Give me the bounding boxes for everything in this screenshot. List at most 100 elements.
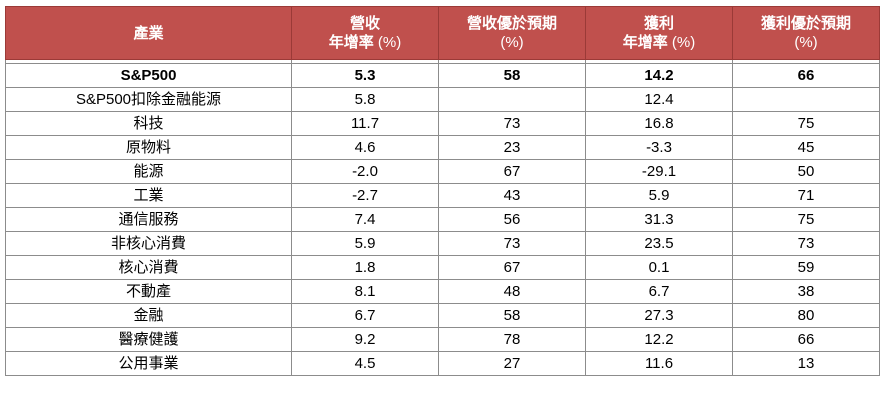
earnings-growth-cell: 11.6 bbox=[585, 351, 733, 376]
revenue-beat-cell: 58 bbox=[438, 303, 586, 328]
revenue-beat-cell: 48 bbox=[438, 279, 586, 304]
earnings-growth-cell: 12.2 bbox=[585, 327, 733, 352]
table-row: S&P500 5.3 58 14.2 66 bbox=[5, 63, 880, 88]
earnings-beat-cell: 66 bbox=[732, 327, 880, 352]
header-revenue-growth-line2: 年增率 (%) bbox=[292, 33, 438, 52]
revenue-growth-cell: 5.8 bbox=[291, 87, 439, 112]
table-row: 醫療健護 9.2 78 12.2 66 bbox=[5, 327, 880, 352]
earnings-growth-cell: 0.1 bbox=[585, 255, 733, 280]
sector-cell: 原物料 bbox=[5, 135, 292, 160]
sector-cell: S&P500扣除金融能源 bbox=[5, 87, 292, 112]
header-earnings-growth: 獲利 年增率 (%) bbox=[585, 6, 733, 60]
earnings-growth-cell: 27.3 bbox=[585, 303, 733, 328]
table-row: 非核心消費 5.9 73 23.5 73 bbox=[5, 231, 880, 256]
revenue-beat-cell: 73 bbox=[438, 231, 586, 256]
earnings-growth-cell: -3.3 bbox=[585, 135, 733, 160]
header-revenue-growth: 營收 年增率 (%) bbox=[291, 6, 439, 60]
earnings-growth-cell: -29.1 bbox=[585, 159, 733, 184]
table-row: 原物料 4.6 23 -3.3 45 bbox=[5, 135, 880, 160]
revenue-growth-cell: -2.7 bbox=[291, 183, 439, 208]
table-header: 產業 營收 年增率 (%) 營收優於預期 (%) 獲利 年增率 (%) 獲利優於… bbox=[5, 6, 880, 60]
earnings-beat-cell: 45 bbox=[732, 135, 880, 160]
revenue-beat-cell: 43 bbox=[438, 183, 586, 208]
earnings-growth-cell: 5.9 bbox=[585, 183, 733, 208]
header-revenue-beat: 營收優於預期 (%) bbox=[438, 6, 586, 60]
table-row: 科技 11.7 73 16.8 75 bbox=[5, 111, 880, 136]
revenue-beat-cell: 58 bbox=[438, 63, 586, 88]
revenue-growth-cell: 4.6 bbox=[291, 135, 439, 160]
revenue-growth-cell: 7.4 bbox=[291, 207, 439, 232]
header-row: 產業 營收 年增率 (%) 營收優於預期 (%) 獲利 年增率 (%) 獲利優於… bbox=[5, 6, 880, 60]
table-row: 公用事業 4.5 27 11.6 13 bbox=[5, 351, 880, 376]
header-revenue-growth-label: 年增率 bbox=[328, 34, 374, 51]
earnings-beat-cell: 38 bbox=[732, 279, 880, 304]
sector-cell: 金融 bbox=[5, 303, 292, 328]
table-row: 核心消費 1.8 67 0.1 59 bbox=[5, 255, 880, 280]
revenue-growth-cell: 11.7 bbox=[291, 111, 439, 136]
sector-cell: 科技 bbox=[5, 111, 292, 136]
table-body: S&P500 5.3 58 14.2 66 S&P500扣除金融能源 5.8 1… bbox=[5, 59, 880, 376]
earnings-growth-cell: 31.3 bbox=[585, 207, 733, 232]
header-sector: 產業 bbox=[5, 6, 292, 60]
revenue-beat-cell: 23 bbox=[438, 135, 586, 160]
revenue-growth-cell: 4.5 bbox=[291, 351, 439, 376]
earnings-beat-cell: 59 bbox=[732, 255, 880, 280]
revenue-beat-cell: 56 bbox=[438, 207, 586, 232]
sector-cell: 能源 bbox=[5, 159, 292, 184]
header-earnings-growth-unit: (%) bbox=[671, 34, 696, 51]
revenue-growth-cell: 1.8 bbox=[291, 255, 439, 280]
revenue-growth-cell: 5.9 bbox=[291, 231, 439, 256]
table-row: S&P500扣除金融能源 5.8 12.4 bbox=[5, 87, 880, 112]
earnings-beat-cell: 66 bbox=[732, 63, 880, 88]
header-earnings-growth-label: 年增率 bbox=[622, 34, 668, 51]
revenue-growth-cell: 9.2 bbox=[291, 327, 439, 352]
sector-cell: 醫療健護 bbox=[5, 327, 292, 352]
header-earnings-growth-line1: 獲利 bbox=[643, 15, 674, 32]
earnings-table-container: 產業 營收 年增率 (%) 營收優於預期 (%) 獲利 年增率 (%) 獲利優於… bbox=[5, 6, 880, 376]
sector-cell: 通信服務 bbox=[5, 207, 292, 232]
header-sector-label: 產業 bbox=[133, 24, 164, 42]
sector-cell: 非核心消費 bbox=[5, 231, 292, 256]
earnings-beat-cell: 80 bbox=[732, 303, 880, 328]
earnings-beat-cell: 50 bbox=[732, 159, 880, 184]
earnings-growth-cell: 16.8 bbox=[585, 111, 733, 136]
header-revenue-beat-label: 營收優於預期 bbox=[466, 15, 557, 32]
sector-cell: 不動產 bbox=[5, 279, 292, 304]
table-row: 通信服務 7.4 56 31.3 75 bbox=[5, 207, 880, 232]
revenue-beat-cell: 67 bbox=[438, 255, 586, 280]
header-earnings-beat-unit: (%) bbox=[794, 34, 818, 51]
earnings-growth-cell: 14.2 bbox=[585, 63, 733, 88]
sector-cell: 核心消費 bbox=[5, 255, 292, 280]
revenue-growth-cell: 8.1 bbox=[291, 279, 439, 304]
revenue-growth-cell: -2.0 bbox=[291, 159, 439, 184]
revenue-beat-cell: 78 bbox=[438, 327, 586, 352]
earnings-beat-cell: 13 bbox=[732, 351, 880, 376]
table-row: 金融 6.7 58 27.3 80 bbox=[5, 303, 880, 328]
sector-cell: 公用事業 bbox=[5, 351, 292, 376]
header-revenue-growth-unit: (%) bbox=[377, 34, 402, 51]
revenue-growth-cell: 5.3 bbox=[291, 63, 439, 88]
earnings-beat-cell: 73 bbox=[732, 231, 880, 256]
earnings-beat-cell bbox=[732, 87, 880, 112]
earnings-beat-cell: 71 bbox=[732, 183, 880, 208]
sector-cell: 工業 bbox=[5, 183, 292, 208]
revenue-beat-cell: 27 bbox=[438, 351, 586, 376]
revenue-beat-cell bbox=[438, 87, 586, 112]
table-row: 不動產 8.1 48 6.7 38 bbox=[5, 279, 880, 304]
sector-earnings-table: 產業 營收 年增率 (%) 營收優於預期 (%) 獲利 年增率 (%) 獲利優於… bbox=[5, 6, 880, 376]
sector-cell: S&P500 bbox=[5, 63, 292, 88]
earnings-growth-cell: 23.5 bbox=[585, 231, 733, 256]
table-row: 工業 -2.7 43 5.9 71 bbox=[5, 183, 880, 208]
earnings-growth-cell: 6.7 bbox=[585, 279, 733, 304]
revenue-beat-cell: 73 bbox=[438, 111, 586, 136]
earnings-beat-cell: 75 bbox=[732, 207, 880, 232]
table-row: 能源 -2.0 67 -29.1 50 bbox=[5, 159, 880, 184]
earnings-growth-cell: 12.4 bbox=[585, 87, 733, 112]
header-earnings-beat-label: 獲利優於預期 bbox=[760, 15, 851, 32]
header-earnings-beat: 獲利優於預期 (%) bbox=[732, 6, 880, 60]
header-earnings-growth-line2: 年增率 (%) bbox=[586, 33, 732, 52]
header-revenue-beat-unit: (%) bbox=[500, 34, 524, 51]
earnings-beat-cell: 75 bbox=[732, 111, 880, 136]
revenue-growth-cell: 6.7 bbox=[291, 303, 439, 328]
header-revenue-growth-line1: 營收 bbox=[349, 15, 380, 32]
